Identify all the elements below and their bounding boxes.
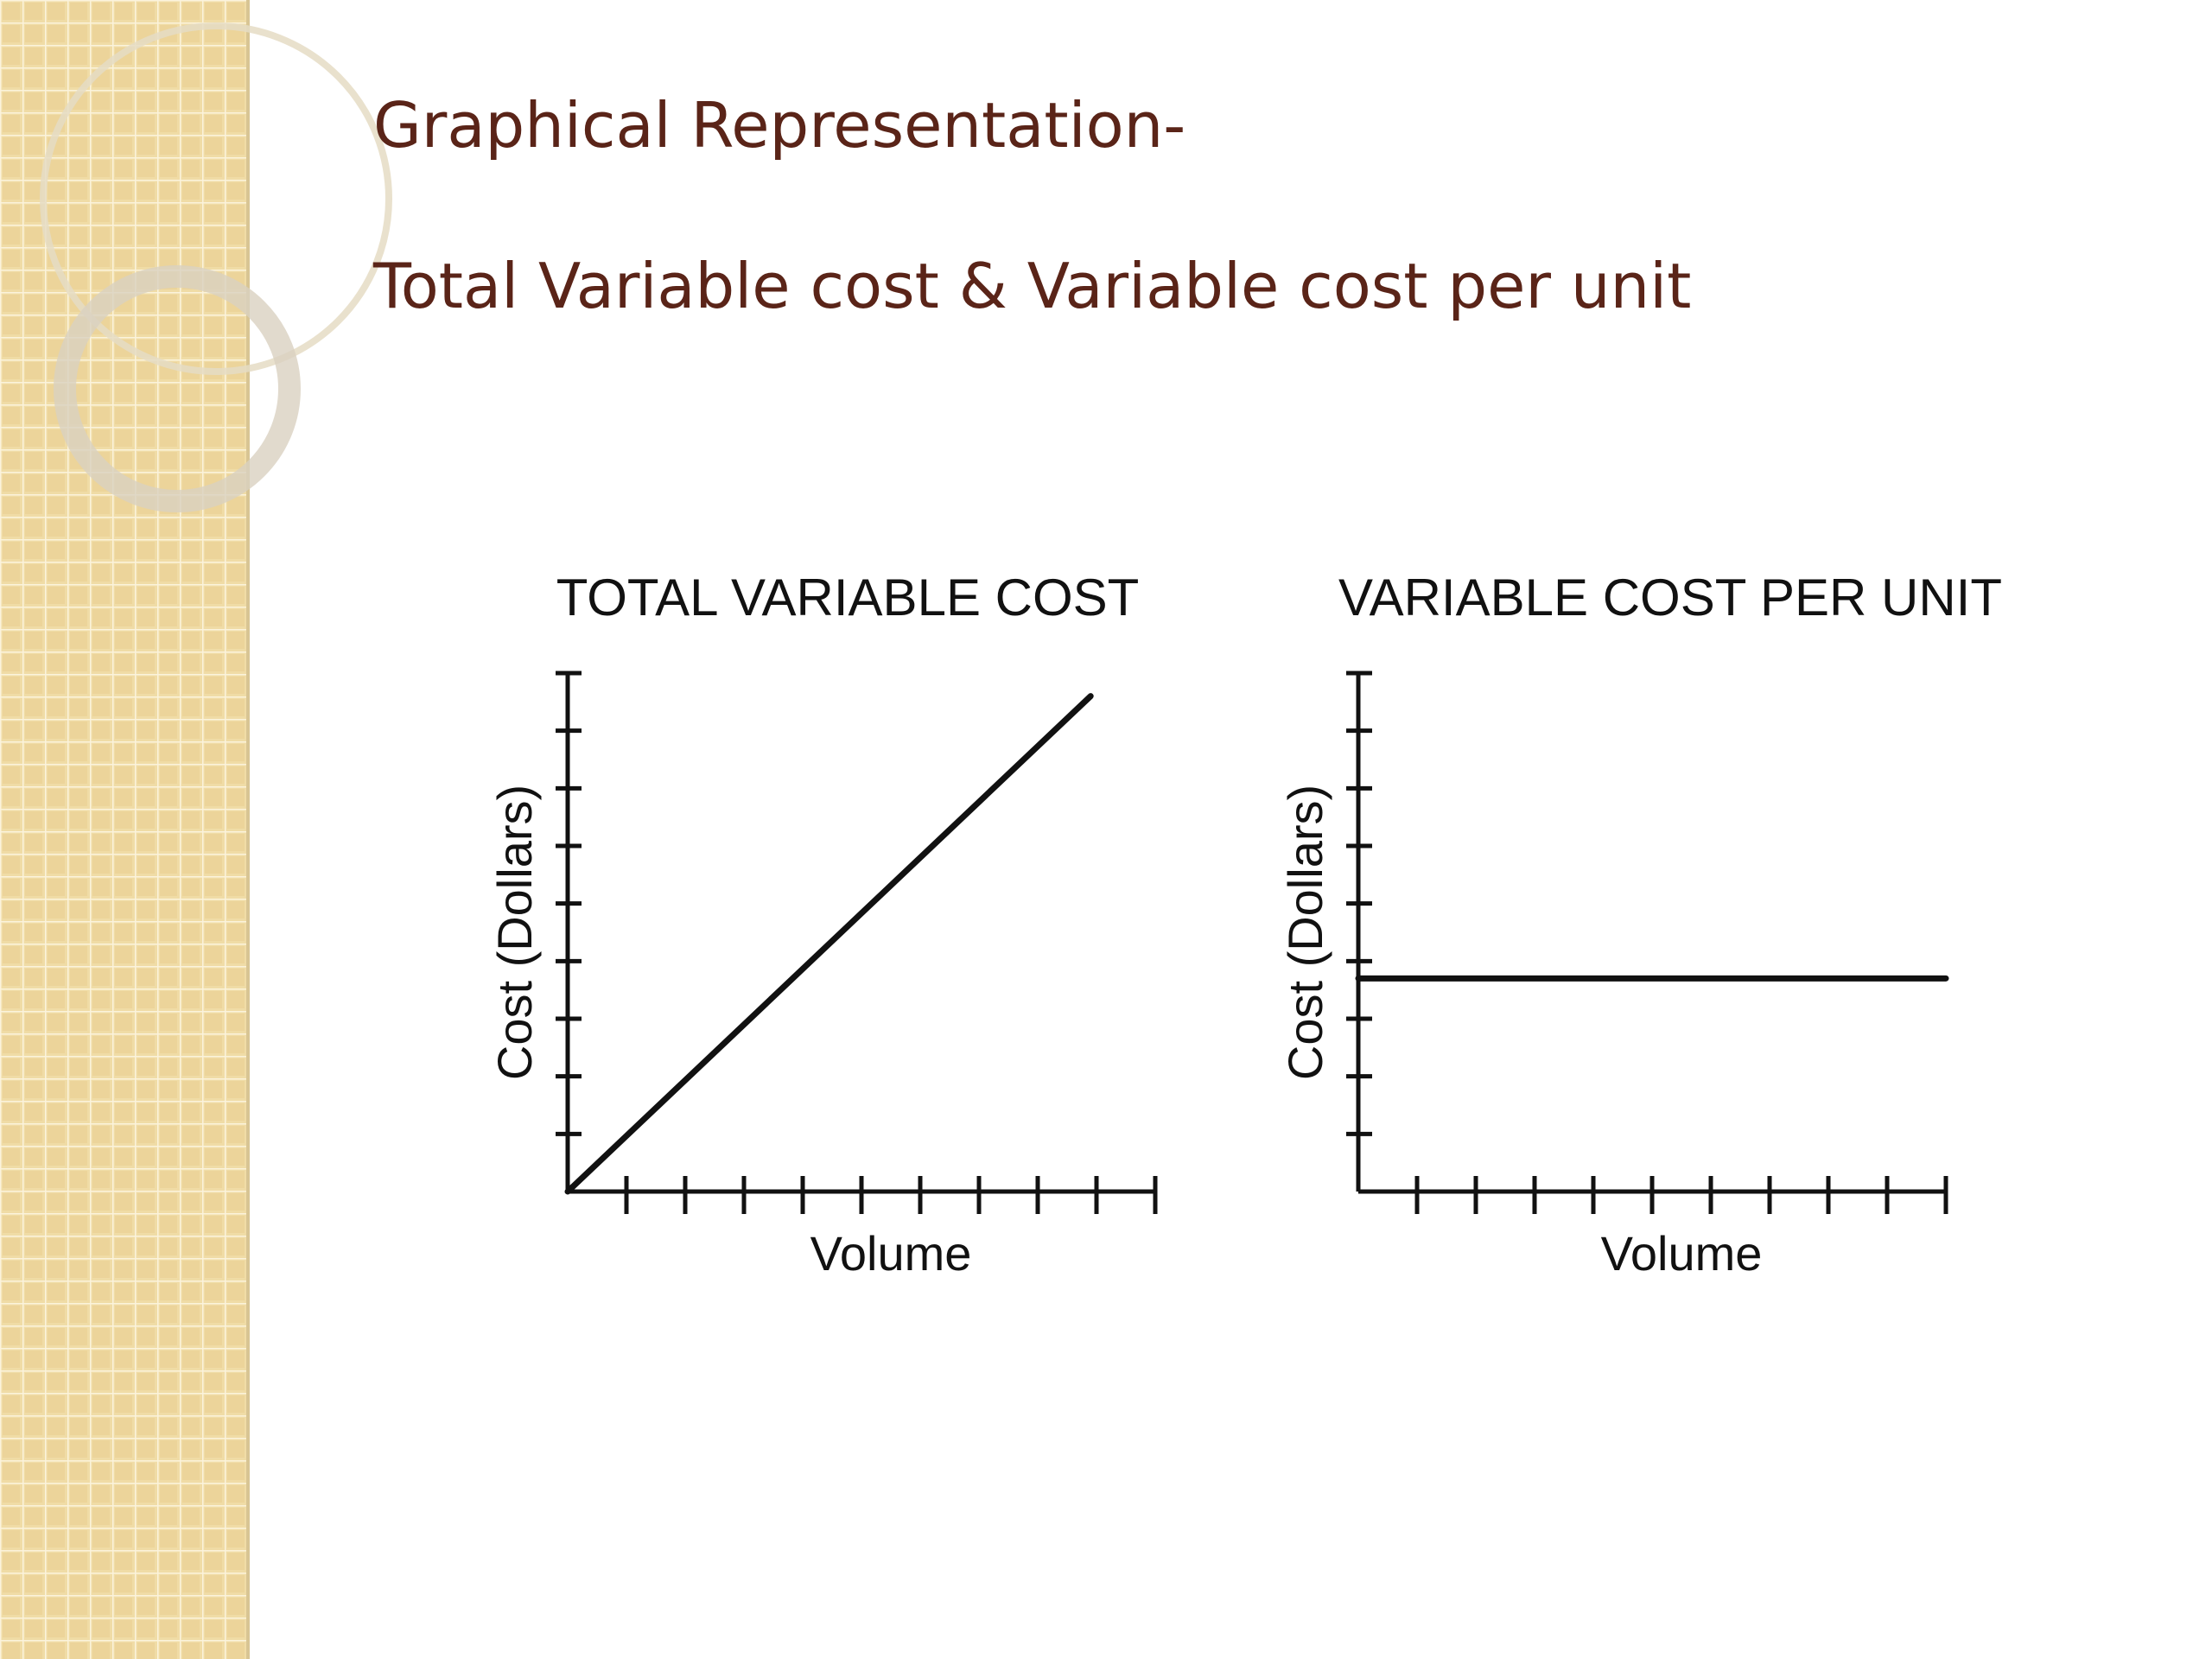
x-axis-label: Volume xyxy=(1601,1226,1763,1281)
chart: VARIABLE COST PER UNIT Volume Cost (Dollar… xyxy=(1278,569,2002,1281)
chart: TOTAL VARIABLE COST Volume Cost (Dollars) xyxy=(487,569,1158,1281)
y-axis-label: Cost (Dollars) xyxy=(1278,785,1332,1080)
decor-rings xyxy=(40,22,392,512)
data-line xyxy=(564,693,1094,1195)
x-axis-label: Volume xyxy=(810,1226,972,1281)
y-axis-label: Cost (Dollars) xyxy=(487,785,542,1080)
ring xyxy=(40,22,392,375)
chart-title: VARIABLE COST PER UNIT xyxy=(1338,569,2002,626)
slide-title: Graphical Representation- xyxy=(373,89,1185,162)
chart-title: TOTAL VARIABLE COST xyxy=(556,569,1140,626)
side-strip xyxy=(0,0,247,1659)
slide-subtitle: Total Variable cost & Variable cost per … xyxy=(372,250,1691,322)
ring xyxy=(54,265,301,512)
